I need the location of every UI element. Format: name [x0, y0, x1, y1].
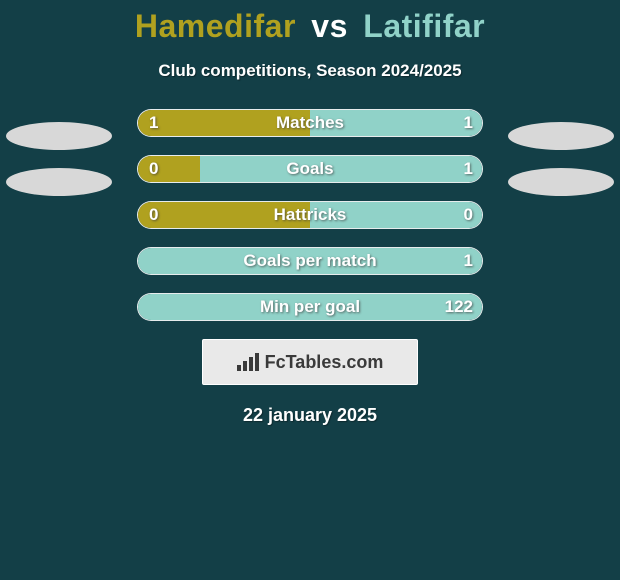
- bar-right: [310, 110, 482, 136]
- bar-left: [138, 202, 310, 228]
- page-title: Hamedifar vs Latififar: [0, 0, 620, 45]
- player2-marker: [508, 168, 614, 196]
- bar-track: [137, 201, 483, 229]
- bar-right: [310, 202, 482, 228]
- bar-track: [137, 293, 483, 321]
- bar-chart-icon: [237, 353, 259, 371]
- comparison-card: Hamedifar vs Latififar Club competitions…: [0, 0, 620, 580]
- logo-box: FcTables.com: [202, 339, 418, 385]
- bar-right: [138, 248, 482, 274]
- bar-right: [200, 156, 482, 182]
- bar-right: [138, 294, 482, 320]
- bar-left: [138, 110, 310, 136]
- stat-row: Matches11: [137, 109, 483, 137]
- player2-marker: [508, 122, 614, 150]
- logo-text: FcTables.com: [265, 352, 384, 373]
- date-label: 22 january 2025: [0, 405, 620, 426]
- stat-row: Min per goal122: [137, 293, 483, 321]
- stat-row: Hattricks00: [137, 201, 483, 229]
- bar-track: [137, 247, 483, 275]
- subtitle: Club competitions, Season 2024/2025: [0, 61, 620, 81]
- player1-name: Hamedifar: [135, 8, 296, 44]
- bar-track: [137, 109, 483, 137]
- stat-row: Goals01: [137, 155, 483, 183]
- bar-track: [137, 155, 483, 183]
- player2-name: Latififar: [363, 8, 485, 44]
- vs-label: vs: [305, 8, 354, 44]
- player1-marker: [6, 122, 112, 150]
- player1-marker: [6, 168, 112, 196]
- stat-row: Goals per match1: [137, 247, 483, 275]
- bar-left: [138, 156, 200, 182]
